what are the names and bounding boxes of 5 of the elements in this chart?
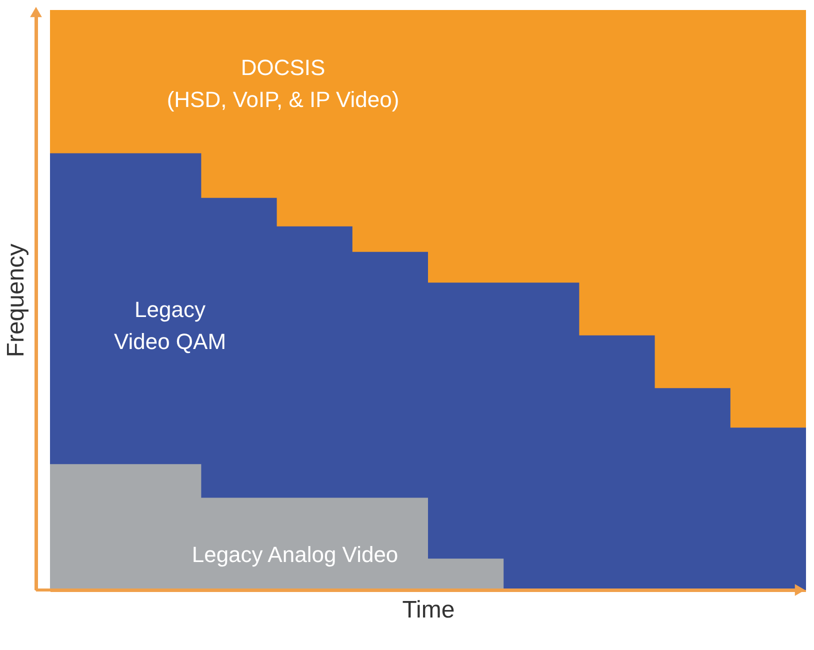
series-label: DOCSIS (HSD, VoIP, & IP Video) bbox=[166, 55, 400, 112]
y-axis-title: Frequency bbox=[2, 244, 30, 358]
series-label: Legacy Video QAM bbox=[114, 297, 226, 354]
series-label: Legacy Analog Video bbox=[192, 542, 398, 567]
x-axis-title: Time bbox=[402, 596, 455, 624]
